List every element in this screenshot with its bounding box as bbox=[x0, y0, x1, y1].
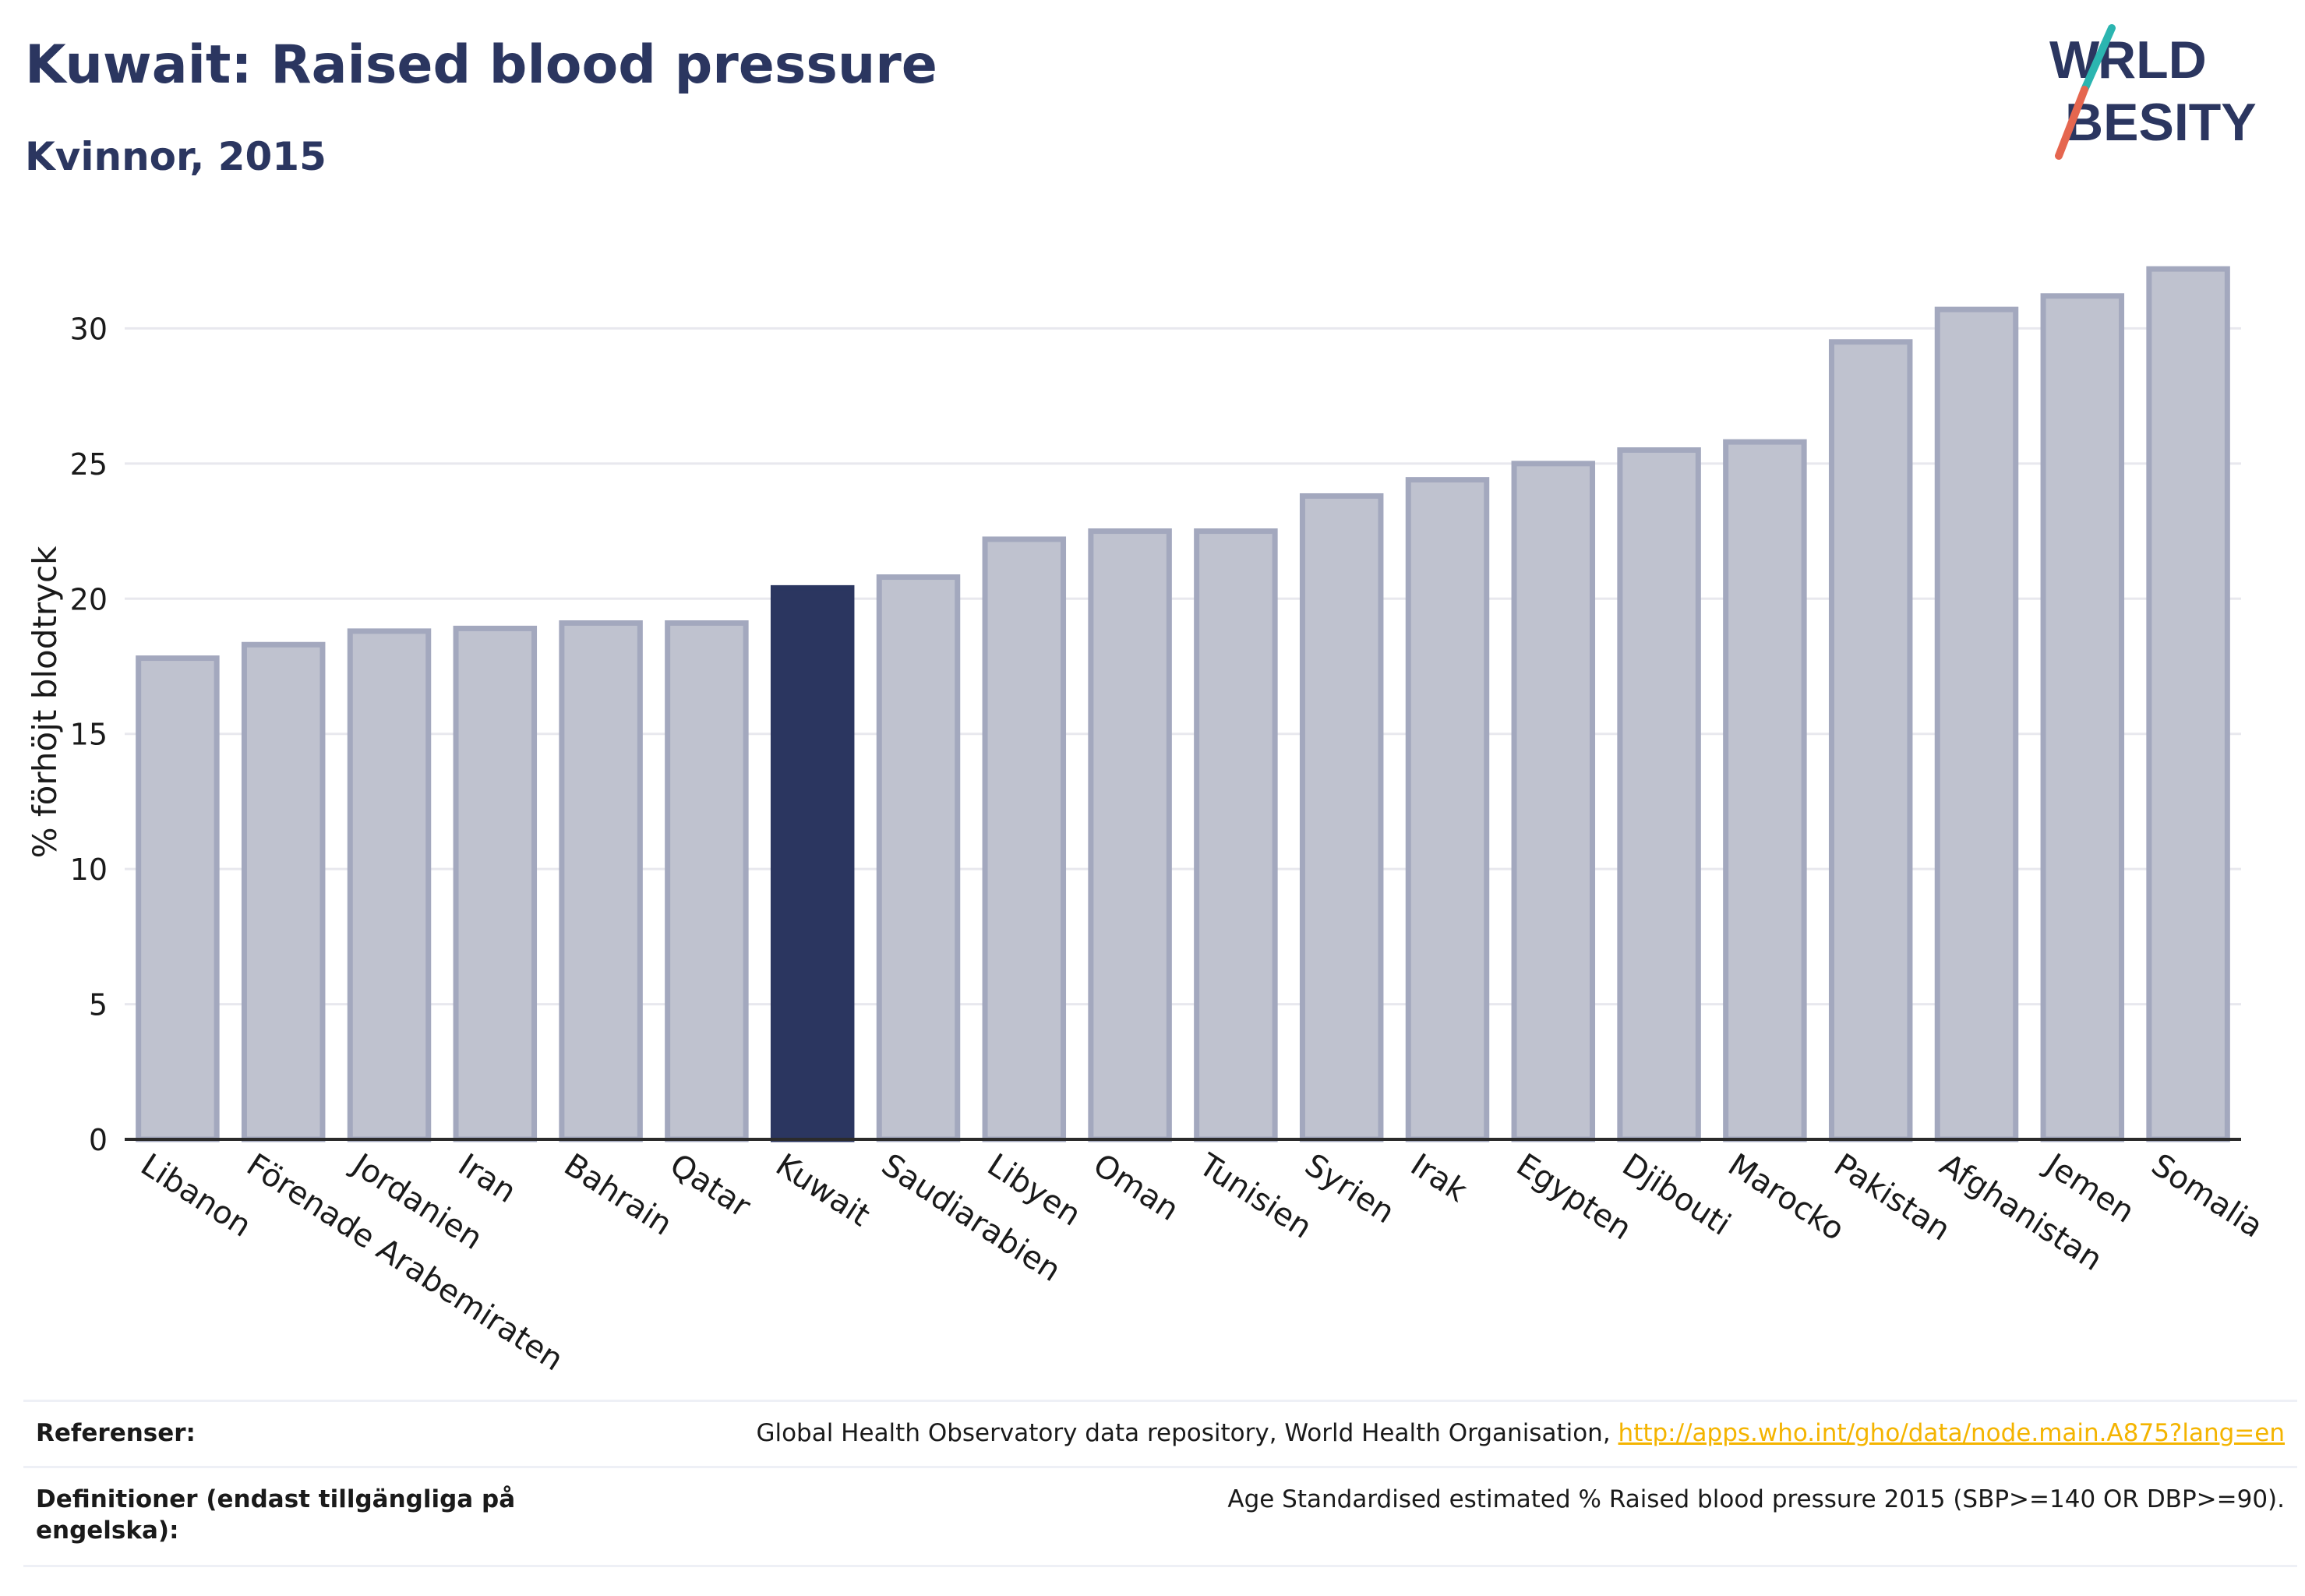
x-tick-label: Somalia bbox=[2145, 1147, 2269, 1245]
bar-libyen bbox=[982, 536, 1067, 1142]
bar-somalia bbox=[2146, 266, 2230, 1142]
x-tick-label: Libanon bbox=[134, 1147, 257, 1245]
x-tick-label: Oman bbox=[1087, 1147, 1185, 1228]
bar-oman bbox=[1088, 528, 1172, 1142]
y-tick-label: 15 bbox=[70, 718, 108, 752]
x-tick-label: Saudiarabien bbox=[875, 1147, 1067, 1289]
references-label: Referenser: bbox=[36, 1419, 196, 1447]
references-table: Referenser: Global Health Observatory da… bbox=[23, 1400, 2297, 1567]
bar-jemen bbox=[2040, 293, 2125, 1142]
gridlines bbox=[125, 327, 2241, 1006]
bar-egypten bbox=[1511, 461, 1596, 1142]
x-tick-label: Djibouti bbox=[1616, 1147, 1737, 1243]
bar-jordanien bbox=[347, 628, 432, 1142]
y-tick-label: 10 bbox=[70, 853, 108, 887]
definitions-label: Definitioner (endast tillgängliga på eng… bbox=[36, 1485, 516, 1545]
bar-iran bbox=[453, 625, 538, 1142]
x-tick-label: Irak bbox=[1404, 1147, 1474, 1209]
svg-text:BESITY: BESITY bbox=[2065, 93, 2257, 152]
bar-syrien bbox=[1299, 493, 1384, 1142]
bar-kuwait bbox=[770, 584, 855, 1142]
bar-förenade-arabemiraten bbox=[241, 641, 326, 1142]
svg-text:RLD: RLD bbox=[2098, 30, 2207, 90]
x-tick-label: Marocko bbox=[1721, 1147, 1850, 1248]
x-tick-label: Tunisien bbox=[1192, 1146, 1318, 1245]
x-tick-label: Bahrain bbox=[558, 1147, 679, 1243]
y-tick-label: 0 bbox=[89, 1123, 108, 1157]
y-tick-label: 5 bbox=[89, 988, 108, 1022]
bar-afghanistan bbox=[1934, 306, 2019, 1142]
bar-qatar bbox=[665, 620, 749, 1142]
references-link[interactable]: http://apps.who.int/gho/data/node.main.A… bbox=[1618, 1419, 2285, 1447]
bar-tunisien bbox=[1194, 528, 1278, 1142]
definitions-row: Definitioner (endast tillgängliga på eng… bbox=[23, 1466, 2297, 1567]
bar-pakistan bbox=[1828, 339, 1913, 1142]
page-subtitle: Kvinnor, 2015 bbox=[25, 134, 327, 179]
bar-marocko bbox=[1723, 439, 1807, 1142]
references-value: Global Health Observatory data repositor… bbox=[756, 1419, 2285, 1447]
bar-djibouti bbox=[1617, 447, 1701, 1142]
definitions-value: Age Standardised estimated % Raised bloo… bbox=[1227, 1485, 2285, 1513]
bar-libanon bbox=[136, 655, 220, 1142]
bar-saudiarabien bbox=[876, 574, 961, 1142]
y-tick-label: 30 bbox=[70, 312, 108, 346]
y-tick-label: 20 bbox=[70, 582, 108, 616]
x-tick-label: Kuwait bbox=[769, 1147, 876, 1234]
bars bbox=[136, 266, 2230, 1142]
y-axis-ticks: 0 5 10 15 20 25 30 bbox=[70, 312, 108, 1157]
bar-irak bbox=[1405, 477, 1490, 1142]
x-tick-label: Iran bbox=[452, 1147, 523, 1210]
references-text: Global Health Observatory data repositor… bbox=[756, 1419, 1618, 1447]
y-tick-label: 25 bbox=[70, 447, 108, 482]
x-tick-label: Pakistan bbox=[1827, 1147, 1957, 1248]
x-tick-label: Egypten bbox=[1510, 1147, 1638, 1248]
references-row: Referenser: Global Health Observatory da… bbox=[23, 1400, 2297, 1466]
world-obesity-logo: W RLD BESITY bbox=[2049, 24, 2257, 160]
bar-bahrain bbox=[559, 620, 643, 1142]
y-axis-label: % förhöjt blodtryck bbox=[26, 546, 64, 858]
page-title: Kuwait: Raised blood pressure bbox=[25, 34, 937, 96]
